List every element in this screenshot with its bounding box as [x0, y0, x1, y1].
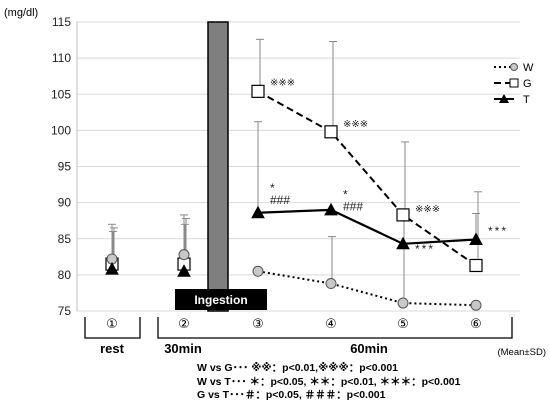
- data-point-W: [178, 249, 190, 261]
- data-point-T: [105, 262, 119, 275]
- note-g-vs-t: G vs T･･･＃：p<0.05, ＃＃＃：p<0.001: [197, 389, 386, 401]
- significance-notes: W vs G･･･ ※※：p<0.01,※※※：p<0.001 W vs T･･…: [197, 362, 460, 403]
- significance-annotation: ※※※: [415, 204, 440, 215]
- legend-label-T: T: [523, 94, 530, 106]
- series-line-G: [257, 90, 477, 267]
- data-point-T: [251, 205, 265, 219]
- x-tick-label: ④: [325, 316, 337, 331]
- data-point-W: [252, 265, 264, 277]
- legend-marker-W: [510, 63, 518, 71]
- chart: 75 80 85 90 95 100 105 110 115 (mg/dl) Ingestion ※※…: [4, 7, 546, 358]
- x-tick-label: ②: [178, 316, 190, 331]
- data-point-G: [251, 84, 265, 98]
- series-line-T: [257, 208, 477, 245]
- x-tick-label: ③: [252, 316, 264, 331]
- ingestion-label-box: [175, 289, 267, 310]
- significance-annotation: ###: [270, 193, 290, 207]
- significance-annotation: ***: [488, 224, 508, 238]
- legend-label-W: W: [523, 62, 534, 74]
- data-point-T: [396, 236, 410, 250]
- y-tick-label: 105: [51, 87, 71, 101]
- ingestion-label: Ingestion: [194, 293, 247, 307]
- y-tick-label: 110: [52, 51, 71, 65]
- note-w-vs-t: W vs T･･･ ＊：p<0.05, ＊＊：p<0.01, ＊＊＊：p<0.0…: [197, 375, 461, 388]
- bracket-post: [157, 317, 513, 339]
- mean-sd-note: (Mean±SD): [497, 347, 546, 358]
- significance-annotation: ※※※: [270, 78, 295, 89]
- y-tick-label: 100: [51, 123, 71, 137]
- y-tick-label: 80: [58, 268, 72, 282]
- ingestion-bar: [207, 21, 229, 312]
- note-w-vs-g: W vs G･･･ ※※：p<0.01,※※※：p<0.001: [197, 362, 399, 374]
- phase-label: 60min: [350, 341, 388, 356]
- series-line-W: [257, 270, 477, 307]
- data-point-G: [324, 125, 338, 139]
- data-point-W: [397, 297, 409, 309]
- y-tick-label: 95: [58, 160, 72, 174]
- data-point-T: [324, 202, 338, 216]
- significance-annotation: ***: [415, 242, 435, 256]
- phase-label: 30min: [164, 341, 202, 356]
- legend-marker-T: [499, 94, 509, 103]
- y-tick-label: 85: [58, 232, 72, 246]
- data-point-W: [470, 299, 482, 311]
- bracket-rest: [84, 317, 141, 339]
- x-tick-label: ⑤: [397, 316, 409, 331]
- y-unit-label: (mg/dl): [4, 7, 38, 19]
- y-tick-label: 115: [52, 15, 71, 29]
- data-point-G: [469, 258, 483, 273]
- significance-annotation: ###: [343, 200, 363, 214]
- significance-annotation: *: [343, 187, 348, 201]
- y-tick-label: 75: [58, 304, 72, 318]
- phase-label: rest: [100, 341, 125, 356]
- x-tick-label: ①: [106, 316, 118, 331]
- data-point-G: [396, 208, 410, 222]
- data-point-W: [325, 278, 337, 290]
- legend-label-G: G: [523, 78, 532, 90]
- data-point-T: [469, 232, 483, 245]
- significance-annotation: ※※※: [343, 119, 368, 130]
- legend-marker-G: [509, 78, 519, 88]
- significance-annotation: *: [270, 181, 275, 195]
- y-tick-label: 90: [58, 196, 72, 210]
- x-tick-label: ⑥: [470, 316, 482, 331]
- data-point-T: [177, 264, 191, 277]
